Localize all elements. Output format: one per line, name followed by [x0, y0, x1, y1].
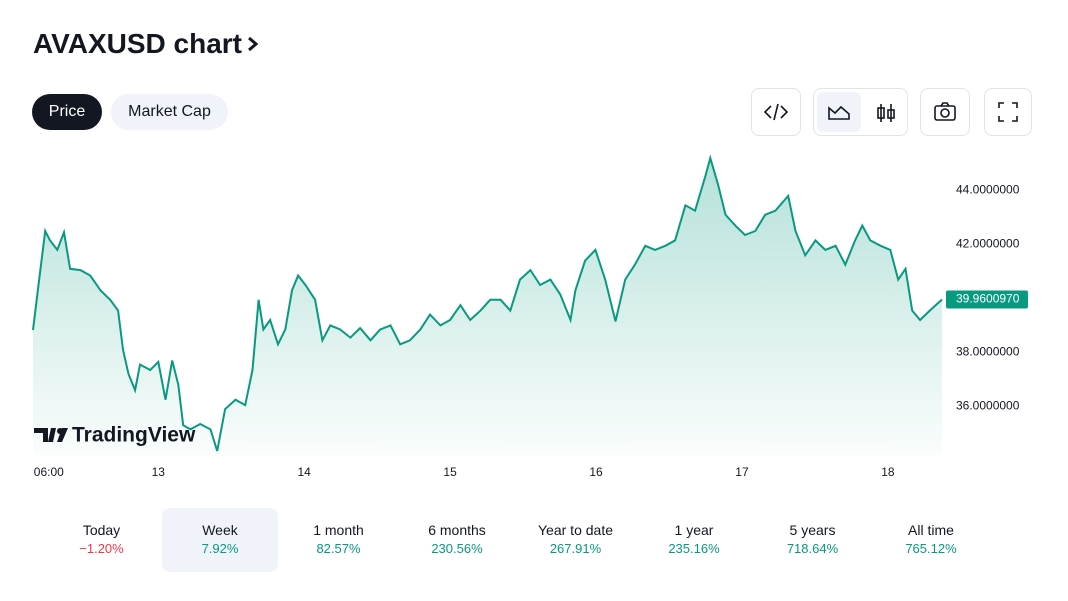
- tab-market-cap[interactable]: Market Cap: [111, 94, 228, 130]
- period-change: 230.56%: [431, 541, 483, 556]
- x-tick-label: 15: [443, 465, 457, 479]
- chart-style-group: [813, 88, 908, 136]
- period-change: −1.20%: [79, 541, 124, 556]
- x-tick-label: 18: [881, 465, 895, 479]
- period-item[interactable]: 1 year 235.16%: [636, 508, 752, 572]
- embed-button[interactable]: [751, 88, 801, 136]
- embed-icon: [763, 103, 789, 121]
- area: [33, 158, 942, 455]
- period-item[interactable]: 6 months 230.56%: [399, 508, 515, 572]
- period-change: 718.64%: [786, 541, 839, 556]
- x-tick-label: 06:00: [34, 465, 64, 479]
- period-label: Year to date: [538, 522, 613, 538]
- period-change: 82.57%: [316, 541, 361, 556]
- area-style-button[interactable]: [817, 92, 861, 132]
- period-item[interactable]: Year to date 267.91%: [518, 508, 634, 572]
- period-label: Week: [202, 522, 238, 538]
- period-item[interactable]: All time 765.12%: [873, 508, 989, 572]
- tab-price[interactable]: Price: [32, 94, 102, 130]
- period-change: 235.16%: [668, 541, 720, 556]
- candle-style-button[interactable]: [866, 92, 906, 132]
- x-tick-label: 13: [152, 465, 166, 479]
- chevron-icon: [248, 36, 259, 52]
- price-line: [32, 154, 943, 452]
- y-tick-label: 42.0000000: [956, 237, 1020, 251]
- price-label-box: [946, 290, 1028, 309]
- camera-icon: [934, 102, 956, 121]
- period-item[interactable]: 1 month 82.57%: [281, 508, 397, 572]
- fullscreen-icon: [998, 102, 1018, 122]
- watermark-text: TradingView: [72, 424, 196, 447]
- period-label: Today: [82, 522, 121, 538]
- period-change: 267.91%: [549, 541, 602, 556]
- snapshot-button[interactable]: [920, 88, 970, 136]
- period-item[interactable]: Week 7.92%: [162, 508, 278, 572]
- period-change: 7.92%: [201, 541, 239, 556]
- page-title[interactable]: AVAXUSD chart: [33, 28, 261, 60]
- price-label: 39.9600970: [956, 292, 1020, 306]
- y-tick-label: 38.0000000: [956, 345, 1020, 359]
- y-tick-label: 36.0000000: [956, 399, 1020, 413]
- x-tick-label: 17: [735, 465, 749, 479]
- watermark: TradingView: [34, 424, 196, 447]
- period-label: 6 months: [428, 522, 486, 538]
- period-label: 5 years: [789, 522, 836, 538]
- area-icon: [828, 105, 850, 120]
- period-label: All time: [908, 522, 954, 538]
- title-text[interactable]: AVAXUSD chart: [33, 28, 243, 59]
- period-label: 1 year: [674, 522, 714, 538]
- y-tick-label: 44.0000000: [956, 183, 1020, 197]
- period-label: 1 month: [313, 522, 364, 538]
- period-change: 765.12%: [905, 541, 957, 556]
- period-item[interactable]: 5 years 718.64%: [755, 508, 871, 572]
- x-tick-label: 16: [589, 465, 603, 479]
- chart: TradingView 36.0000000 38.0000000 42.000000…: [32, 154, 1028, 479]
- x-tick-label: 14: [298, 465, 312, 479]
- period-item[interactable]: Today −1.20%: [44, 508, 160, 572]
- fullscreen-button[interactable]: [984, 88, 1032, 136]
